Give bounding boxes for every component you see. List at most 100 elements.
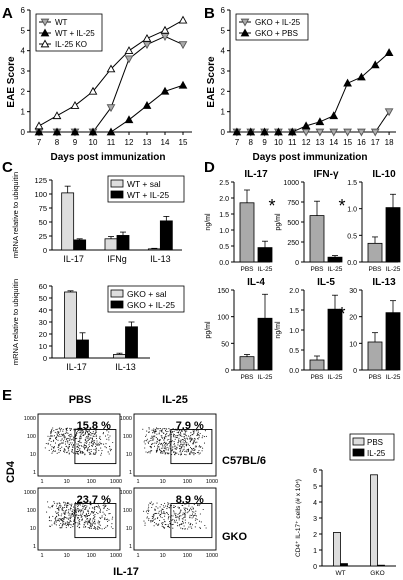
flow-event-dot (190, 435, 192, 437)
flow-event-dot (48, 449, 50, 451)
flow-event-dot (198, 446, 200, 448)
flow-event-dot (155, 427, 158, 429)
flow-event-dot (187, 450, 189, 452)
flow-event-dot (67, 440, 69, 443)
flow-event-dot (146, 440, 148, 442)
flow-event-dot (99, 511, 101, 513)
flow-event-dot (66, 451, 68, 453)
flow-event-dot (174, 448, 176, 450)
flow-event-dot (59, 518, 61, 520)
flow-event-dot (86, 515, 89, 517)
D-IL-4-title: IL-4 (247, 277, 265, 288)
flow-event-dot (69, 516, 71, 518)
flow-event-dot (184, 513, 186, 515)
B-point (287, 127, 297, 136)
flow-event-dot (162, 451, 164, 453)
A-xtick-label: 15 (179, 138, 188, 147)
flow-event-dot (88, 452, 90, 454)
flow-event-dot (63, 435, 65, 437)
flow-event-dot (96, 440, 98, 442)
flow-event-dot (95, 434, 97, 436)
flow-event-dot (77, 503, 79, 505)
flow-event-dot (73, 506, 75, 508)
A-ytick-label: 0 (21, 128, 26, 137)
flow-event-dot (88, 519, 90, 521)
flow-event-dot (69, 513, 71, 515)
flow-event-dot (54, 502, 56, 504)
flow-event-dot (146, 517, 148, 519)
flow-event-dot (167, 435, 169, 437)
flow-event-dot (172, 523, 174, 525)
flow-event-dot (148, 440, 150, 442)
flow-event-dot (163, 527, 165, 529)
flow-event-dot (185, 450, 187, 452)
flow-event-dot (88, 444, 90, 446)
flow-event-dot (152, 438, 154, 440)
flow-event-dot (158, 442, 160, 444)
flow-ytick-label: 100 (123, 434, 132, 440)
flow-event-dot (93, 521, 95, 523)
flow-event-dot (82, 506, 84, 508)
flow-event-dot (97, 522, 99, 524)
flow-event-dot (160, 452, 162, 454)
A-legend-marker (40, 28, 50, 37)
flow-event-dot (194, 519, 196, 521)
flow-event-dot (67, 518, 69, 520)
flow-event-dot (61, 525, 63, 527)
flow-event-dot (199, 452, 201, 454)
flow-event-dot (161, 435, 163, 437)
flow-event-dot (203, 436, 205, 438)
flow-event-dot (94, 445, 97, 448)
flow-event-dot (191, 513, 194, 515)
flow-event-dot (192, 443, 194, 445)
flow-event-dot (65, 517, 68, 519)
E-bar-bar (377, 564, 385, 567)
C1-ytick-label: 125 (34, 176, 47, 185)
flow-event-dot (149, 520, 151, 522)
flow-event-dot (176, 525, 179, 527)
flow-event-dot (190, 432, 192, 434)
flow-event-dot (75, 507, 77, 509)
flow-event-dot (180, 452, 182, 454)
flow-event-dot (59, 448, 61, 450)
flow-event-dot (164, 513, 166, 515)
flow-event-dot (105, 504, 107, 506)
flow-event-dot (144, 439, 146, 442)
flow-event-dot (77, 450, 80, 452)
flow-event-dot (184, 437, 186, 439)
flow-event-dot (90, 522, 92, 524)
flow-event-dot (177, 442, 179, 444)
flow-event-dot (202, 508, 204, 511)
flow-event-dot (172, 506, 174, 508)
flow-event-dot (92, 521, 94, 524)
C1-category-label: IL-13 (150, 254, 171, 264)
flow-event-dot (191, 506, 193, 508)
flow-event-dot (143, 520, 145, 522)
flow-event-dot (91, 444, 93, 447)
flow-event-dot (65, 502, 67, 504)
C2-ytick-label: 30 (39, 318, 47, 327)
flow-event-dot (57, 514, 59, 516)
flow-event-dot (91, 445, 94, 447)
flow-event-dot (153, 513, 155, 515)
flow-event-dot (58, 444, 60, 446)
flow-event-dot (155, 512, 157, 515)
flow-event-dot (164, 450, 166, 452)
flow-event-dot (93, 440, 95, 442)
flow-event-dot (175, 512, 177, 514)
flow-event-dot (88, 522, 90, 524)
flow-event-dot (105, 505, 107, 507)
flow-event-dot (151, 520, 153, 522)
flow-event-dot (66, 427, 68, 429)
D-IL-17-ytick-label: 2.0 (219, 196, 229, 203)
flow-xtick-label: 100 (87, 553, 96, 559)
A-legend-label: IL-25 KO (55, 40, 87, 49)
flow-plot-frame (37, 487, 121, 551)
D-IL-4-ytick-label: 100 (217, 315, 229, 322)
flow-event-dot (50, 437, 52, 439)
flow-event-dot (89, 519, 92, 521)
C2-ytick-label: 40 (39, 306, 47, 315)
flow-event-dot (166, 446, 168, 448)
flow-event-dot (61, 433, 63, 435)
C2-bar (113, 353, 126, 359)
